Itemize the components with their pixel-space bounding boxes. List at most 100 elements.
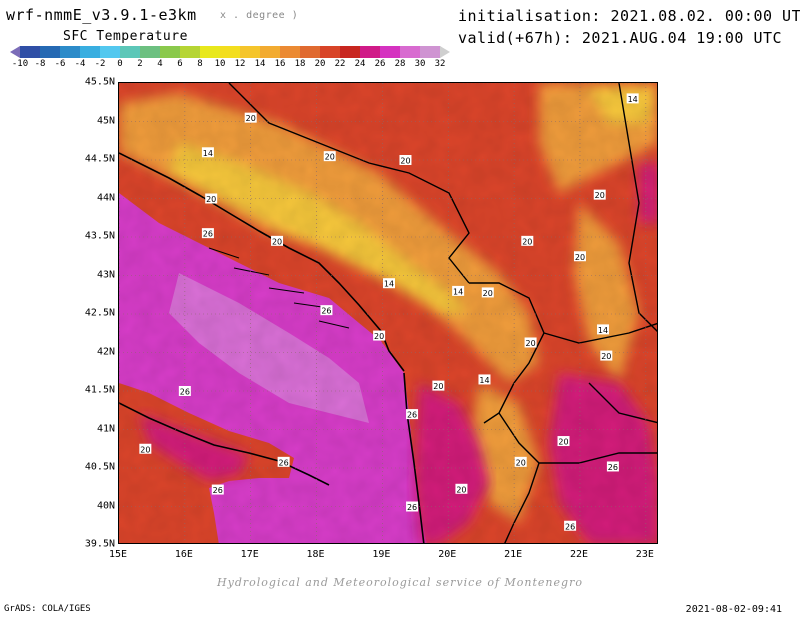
contour-label: 14	[201, 147, 214, 158]
legend-swatch	[140, 46, 161, 58]
legend-swatch	[420, 46, 441, 58]
svg-text:20: 20	[483, 289, 493, 298]
model-subtitle-note: x . degree )	[220, 10, 299, 21]
svg-text:20: 20	[575, 253, 585, 262]
svg-text:14: 14	[203, 149, 213, 158]
legend-label: 6	[177, 59, 183, 69]
svg-text:26: 26	[608, 463, 618, 472]
color-legend-labels: -10 -8 -6 -4 -2 0 2 4 6 8 10 12 14 16 18 20 22 24 26 28 30 32	[0, 59, 460, 73]
legend-label: 8	[197, 59, 203, 69]
svg-text:20: 20	[140, 445, 150, 454]
svg-text:20: 20	[595, 191, 605, 200]
field-texture	[119, 83, 657, 543]
latitude-label: 44.5N	[84, 153, 115, 165]
legend-swatch	[180, 46, 201, 58]
legend-swatch	[280, 46, 301, 58]
legend-swatch	[10, 46, 20, 58]
contour-label: 14	[478, 374, 491, 385]
legend-swatch	[340, 46, 361, 58]
model-title: wrf-nmmE_v3.9.1-e3km	[6, 6, 197, 24]
contour-label: 20	[399, 155, 412, 166]
initialisation-time: initialisation: 2021.08.02. 00:00 UTC	[458, 7, 800, 25]
legend-label: -2	[94, 59, 106, 69]
svg-text:20: 20	[456, 485, 466, 494]
latitude-label: 42N	[96, 346, 115, 357]
longitude-label: 15E	[108, 549, 128, 560]
contour-label: 20	[573, 251, 586, 262]
latitude-label: 43.5N	[84, 230, 115, 242]
svg-text:26: 26	[203, 230, 213, 239]
latitude-label: 45.5N	[84, 76, 115, 88]
legend-label: 4	[157, 59, 163, 69]
latitude-label: 40.5N	[84, 461, 115, 473]
contour-label: 26	[606, 461, 619, 472]
svg-text:26: 26	[407, 503, 417, 512]
legend-label: -6	[54, 59, 66, 69]
temperature-map: 14 20 14 20 20 20 20 26 20 20 20 14 14 20 26 14 20 20 20 14…	[118, 82, 658, 544]
legend-label: 0	[117, 59, 123, 69]
legend-swatch	[200, 46, 221, 58]
contour-label: 20	[524, 337, 537, 348]
svg-text:26: 26	[213, 486, 223, 495]
render-timestamp: 2021-08-02-09:41	[685, 604, 782, 615]
contour-label: 20	[139, 443, 152, 454]
svg-text:26: 26	[180, 388, 190, 397]
contour-label: 26	[178, 386, 191, 397]
croatian-islands	[208, 247, 350, 329]
legend-swatch	[380, 46, 401, 58]
legend-swatch	[320, 46, 341, 58]
legend-label: -10	[11, 59, 29, 69]
legend-swatch	[40, 46, 61, 58]
latitude-label: 39.5N	[84, 538, 115, 550]
contour-label: 14	[383, 278, 395, 289]
svg-text:20: 20	[558, 438, 568, 447]
svg-text:20: 20	[516, 458, 526, 467]
contour-label: 26	[201, 228, 214, 239]
contour-label: 26	[211, 484, 224, 495]
legend-label: 2	[137, 59, 143, 69]
legend-swatch	[260, 46, 281, 58]
longitude-label: 20E	[438, 549, 457, 560]
latitude-label: 42.5N	[84, 307, 115, 319]
legend-swatch	[120, 46, 141, 58]
legend-label: 14	[254, 59, 266, 69]
legend-swatch	[20, 46, 41, 58]
svg-text:20: 20	[374, 332, 384, 341]
legend-label: 18	[294, 59, 306, 69]
longitude-label: 17E	[240, 549, 259, 560]
legend-swatch	[240, 46, 261, 58]
svg-text:26: 26	[279, 458, 289, 467]
longitude-label: 21E	[504, 549, 523, 560]
svg-text:14: 14	[453, 287, 463, 296]
svg-text:20: 20	[400, 157, 410, 166]
svg-text:20: 20	[433, 382, 443, 391]
contour-label: 20	[481, 287, 494, 298]
svg-text:26: 26	[321, 307, 331, 316]
longitude-label: 16E	[174, 549, 193, 560]
latitude-label: 43N	[96, 269, 115, 280]
contour-label: 20	[373, 330, 386, 341]
svg-text:20: 20	[522, 237, 532, 246]
software-credit: GrADS: COLA/IGES	[4, 604, 91, 614]
contour-label: 20	[432, 380, 445, 391]
legend-label: 32	[434, 59, 446, 69]
legend-swatch	[440, 46, 450, 58]
svg-text:26: 26	[407, 411, 417, 420]
legend-swatch	[60, 46, 81, 58]
contour-label: 26	[406, 501, 419, 512]
legend-label: -8	[34, 59, 46, 69]
svg-text:20: 20	[601, 352, 611, 361]
legend-label: 10	[214, 59, 226, 69]
legend-label: 28	[394, 59, 406, 69]
contour-label: 26	[406, 409, 419, 420]
legend-swatch	[100, 46, 121, 58]
svg-text:14: 14	[598, 326, 608, 335]
legend-swatch	[400, 46, 421, 58]
contour-label: 20	[271, 235, 284, 246]
field-title: SFC Temperature	[63, 29, 188, 44]
latitude-label: 41.5N	[84, 384, 115, 396]
svg-text:14: 14	[628, 95, 638, 104]
legend-label: 12	[234, 59, 246, 69]
temperature-map-canvas: 14 20 14 20 20 20 20 26 20 20 20 14 14 20 26 14 20 20 20 14…	[119, 83, 657, 543]
contour-label: 26	[564, 520, 577, 531]
